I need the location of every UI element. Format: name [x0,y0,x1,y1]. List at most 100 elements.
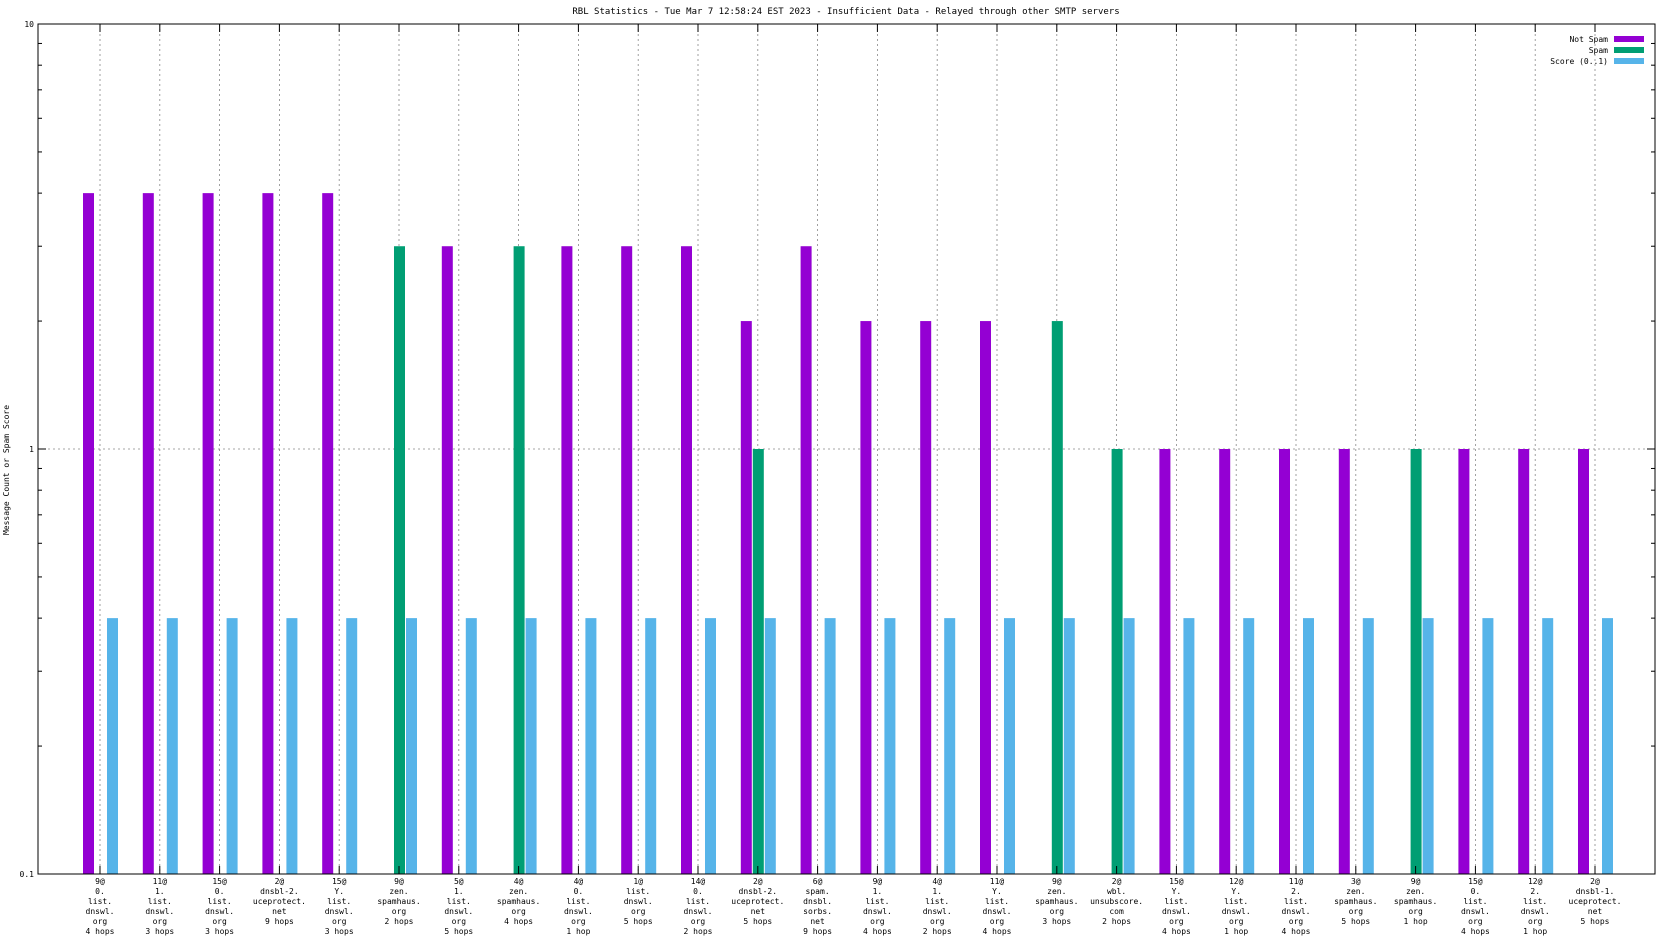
x-category-label-line: list. [148,897,172,906]
x-category-label-line: org [1229,917,1244,926]
bar-spam [1410,449,1422,874]
x-category-label-line: org [511,907,526,916]
bar-not-spam [1518,449,1530,874]
x-category-label-line: zen. [509,887,528,896]
bar-not-spam [681,246,692,875]
x-category-label: 11@ 2. list. dnswl. org 4 hops [1282,877,1311,936]
bar-not-spam [1159,449,1171,874]
bar-not-spam [920,321,932,874]
x-category-label: 2@ wbl. unsubscore. com 2 hops [1090,877,1143,926]
x-category-label-line: org [452,917,467,926]
x-category-label-line: 1 hop [1404,917,1428,926]
x-category-label-line: 0. [574,887,584,896]
x-category-label-line: list. [208,897,232,906]
x-category-label-line: dnswl. [325,907,354,916]
x-category-label-line: 5 hops [624,917,653,926]
x-category-label-line: dnswl. [1222,907,1251,916]
x-category-label-line: Y. [1231,887,1241,896]
x-category-label-line: dnswl. [1461,907,1490,916]
x-category-label: 4@ 1. list. dnswl. org 2 hops [923,877,952,936]
x-category-label-line: 14@ [691,877,706,886]
bar-score-0-1- [1482,618,1494,874]
x-category-label-line: list. [1523,897,1547,906]
x-category-label-line: 5@ [454,877,464,886]
x-category-label-line: org [1169,917,1184,926]
x-category-label-line: 9@ [394,877,404,886]
x-category-label: 11@ 1. list. dnswl. org 3 hops [145,877,174,936]
x-category-label: 15@ Y. list. dnswl. org 3 hops [325,877,354,936]
x-category-label: 12@ 2. list. dnswl. org 1 hop [1521,877,1550,936]
x-category-label-line: list. [1224,897,1248,906]
x-category-label-line: org [1289,917,1304,926]
x-category-label-line: 4@ [574,877,584,886]
x-category-label-line: org [332,917,347,926]
bar-not-spam [621,246,633,875]
x-category-label: 15@ Y. list. dnswl. org 4 hops [1162,877,1191,936]
bar-score-0-1- [465,618,477,874]
x-category-label-line: Y. [992,887,1002,896]
x-category-label-line: unsubscore. [1090,897,1143,906]
x-category-label: 12@ Y. list. dnswl. org 1 hop [1222,877,1251,936]
bar-not-spam [800,246,812,875]
x-category-label-line: 15@ [212,877,227,886]
bar-not-spam [262,193,274,874]
x-category-label: 2@ dnsbl-2. uceprotect. net 9 hops [253,877,306,926]
x-category-label-line: org [870,917,885,926]
x-category-label-line: org [153,917,168,926]
x-category-label-line: org [571,917,586,926]
x-category-label-line: 15@ [1169,877,1184,886]
x-category-label-line: 4 hops [863,927,892,936]
x-category-label-line: dnsbl-2. [739,887,778,896]
bar-score-0-1- [705,618,716,874]
x-category-label-line: org [392,907,407,916]
x-category-label-line: uceprotect. [731,897,784,906]
x-category-label-line: org [1528,917,1543,926]
bar-score-0-1- [1243,618,1255,874]
x-category-label-line: 2@ [1112,877,1122,886]
x-category-label-line: Y. [1172,887,1182,896]
y-axis-ticks: 0.1 1 10 [20,20,1655,879]
bar-not-spam [1338,449,1350,874]
bar-score-0-1- [645,618,657,874]
x-category-label-line: 5 hops [1581,917,1610,926]
x-category-label: 4@ 0. list. dnswl. org 1 hop [564,877,593,936]
x-category-label-line: list. [985,897,1009,906]
x-category-label-line: 1. [454,887,464,896]
x-category-label-line: 1 hop [1224,927,1248,936]
x-category-label-line: net [1588,907,1603,916]
x-category-label-line: zen. [389,887,408,896]
x-category-label-line: uceprotect. [1569,897,1622,906]
x-category-label: 11@ Y. list. dnswl. org 4 hops [983,877,1012,936]
x-category-label-line: 5 hops [743,917,772,926]
x-category-label: 5@ 1. list. dnswl. org 5 hops [444,877,473,936]
x-category-label-line: spamhaus. [1394,897,1437,906]
legend-swatch [1614,58,1644,64]
x-category-label-line: dnsbl-2. [260,887,299,896]
legend-swatch [1614,36,1644,42]
x-category-label-line: org [1468,917,1483,926]
x-category-label-line: list. [1284,897,1308,906]
x-category-label-line: list. [925,897,949,906]
x-category-label-line: 6@ [813,877,823,886]
bar-score-0-1- [944,618,956,874]
bar-not-spam [322,193,334,874]
x-category-label-line: zen. [1406,887,1425,896]
x-category-label-line: 9@ [1052,877,1062,886]
x-category-label-line: zen. [1346,887,1365,896]
x-category-label-line: com [1109,907,1124,916]
bar-not-spam [83,193,94,874]
x-category-label-line: 1@ [633,877,643,886]
x-category-label-line: 3 hops [325,927,354,936]
x-category-label-line: net [751,907,766,916]
x-category-label-line: 1 hop [1523,927,1547,936]
bar-score-0-1- [1362,618,1374,874]
x-category-label: 3@ zen. spamhaus. org 5 hops [1334,877,1377,926]
bar-score-0-1- [764,618,776,874]
x-category-label: 15@ 0. list. dnswl. org 4 hops [1461,877,1490,936]
x-category-label-line: org [631,907,646,916]
x-category-label-line: 4@ [514,877,524,886]
x-category-label-line: org [1349,907,1364,916]
bar-score-0-1- [346,618,358,874]
x-category-label-line: dnswl. [684,907,713,916]
